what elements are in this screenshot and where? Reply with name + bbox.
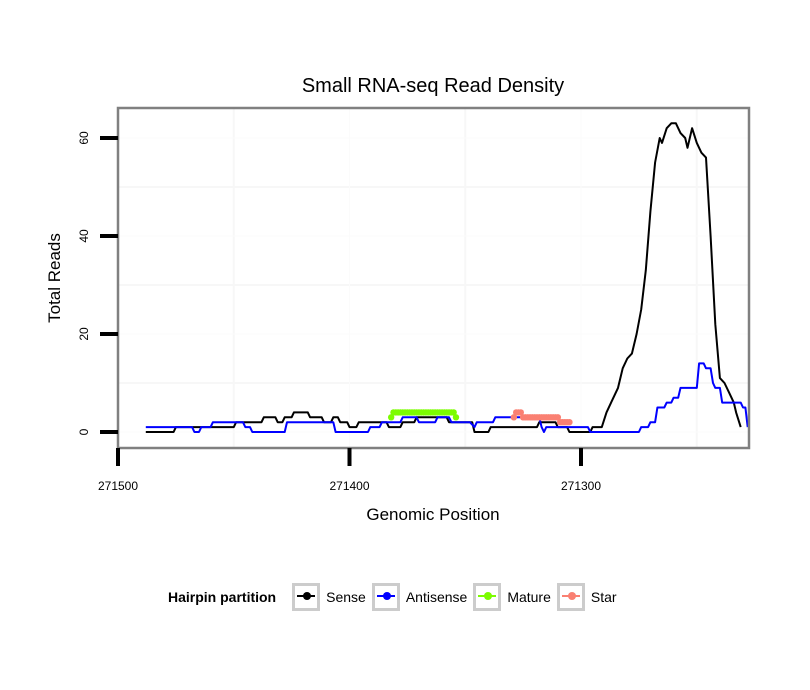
- x-axis-title: Genomic Position: [366, 505, 499, 524]
- x-tick-label: 271500: [98, 479, 138, 493]
- data-point-star: [566, 419, 573, 426]
- plot-panel: 0 20 40 60 271500 271400 271300: [77, 106, 751, 493]
- data-point-mature: [450, 409, 457, 416]
- legend-label-sense: Sense: [326, 589, 366, 605]
- legend-items: Sense Antisense Mature Star: [292, 583, 622, 611]
- legend-label-star: Star: [590, 589, 617, 605]
- legend-point: [382, 592, 391, 600]
- legend-key-antisense: [371, 583, 400, 611]
- data-point-star: [554, 414, 562, 421]
- legend-key-mature: [473, 583, 502, 611]
- panel-background: [118, 108, 749, 448]
- data-point-mature: [387, 414, 395, 421]
- legend-label-mature: Mature: [507, 589, 551, 605]
- y-tick-label: 20: [77, 327, 91, 341]
- legend-point: [567, 592, 576, 600]
- x-tick-label: 271400: [329, 479, 369, 493]
- series-line-antisense: [145, 362, 749, 433]
- legend: Hairpin partition Sense Antisense Mature St…: [168, 579, 623, 615]
- chart-title: Small RNA-seq Read Density: [302, 75, 564, 97]
- data-point-star: [510, 414, 518, 421]
- y-tick-label: 60: [77, 131, 91, 145]
- legend-key-star: [556, 583, 585, 611]
- panel-border: [116, 106, 751, 450]
- data-point-star: [517, 409, 525, 416]
- data-point-mature: [452, 414, 460, 421]
- legend-key-sense: [292, 583, 321, 611]
- series-line-sense: [145, 122, 742, 433]
- legend-point: [484, 592, 493, 600]
- legend-point: [303, 592, 312, 600]
- y-tick-label: 0: [77, 428, 91, 435]
- legend-label-antisense: Antisense: [405, 589, 468, 605]
- x-tick-label: 271300: [561, 479, 601, 493]
- y-tick-label: 40: [77, 229, 91, 243]
- y-axis-title: Total Reads: [45, 233, 64, 323]
- legend-title: Hairpin partition: [168, 589, 277, 605]
